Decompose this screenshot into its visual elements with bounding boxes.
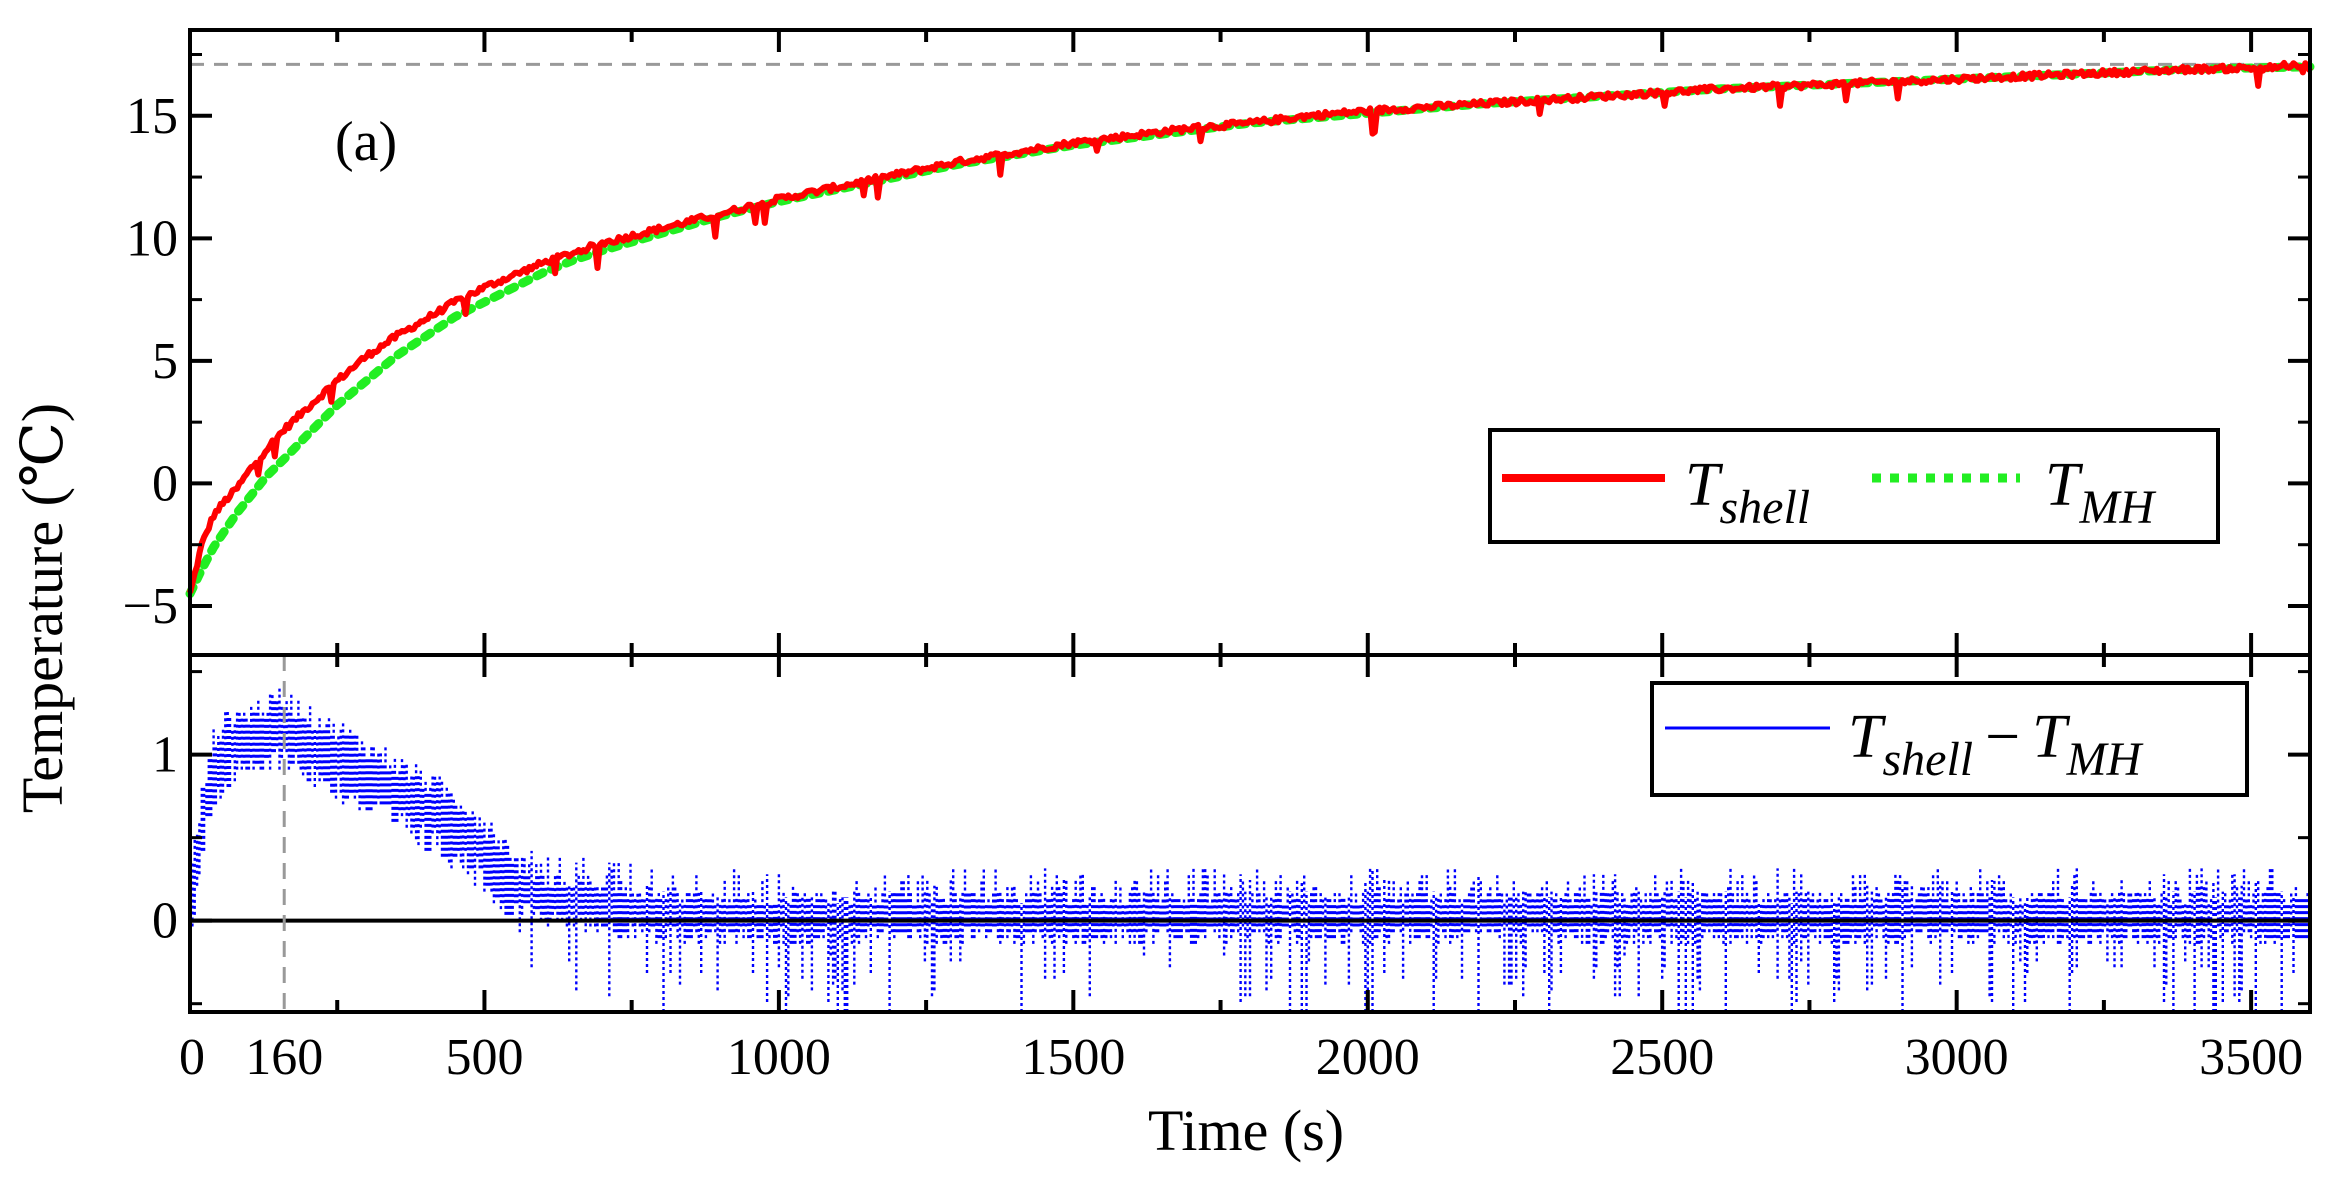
- legend-diff-operator: −: [1985, 703, 2020, 771]
- top-ytick-label: 10: [126, 210, 178, 267]
- top-legend: Tshell TMH: [1488, 428, 2220, 544]
- series-difference-band: [188, 688, 2312, 1012]
- xtick-label: 0: [179, 1029, 205, 1086]
- bottom-ytick-label: 0: [152, 893, 178, 950]
- legend-t-shell-sub: shell: [1719, 481, 1810, 534]
- legend-diff-sub2: MH: [2066, 733, 2144, 786]
- series-t-shell-line: [187, 59, 2313, 594]
- bottom-ytick-label: 1: [152, 727, 178, 784]
- x-axis-title: Time (s): [1148, 1098, 1344, 1163]
- top-legend-box: [1488, 428, 2220, 544]
- top-ytick-label: 0: [152, 455, 178, 512]
- legend-t-mh-main: T: [2045, 451, 2084, 519]
- xtick-label: 3000: [1905, 1029, 2009, 1086]
- top-ytick-label: 15: [126, 88, 178, 145]
- xtick-label: 1000: [727, 1029, 831, 1086]
- xtick-label: 2500: [1610, 1029, 1714, 1086]
- top-ytick-label: −5: [123, 578, 178, 635]
- panel-label: (a): [335, 111, 397, 173]
- xtick-label: 2000: [1316, 1029, 1420, 1086]
- bottom-legend: Tshell − TMH: [1650, 681, 2249, 797]
- legend-label-t-mh: TMH: [2045, 451, 2156, 534]
- legend-label-difference: Tshell − TMH: [1848, 703, 2144, 786]
- legend-diff-main2: T: [2032, 703, 2071, 771]
- legend-diff-main1: T: [1848, 703, 1887, 771]
- bottom-ticks: 0 1 0 160 500 1000 1500 2000 2500 3000 3500: [152, 655, 2310, 1086]
- bottom-legend-box: [1650, 681, 2249, 797]
- xtick-label: 160: [245, 1029, 323, 1086]
- bottom-series-group: [188, 688, 2312, 1012]
- top-ticks: −5 0 5 10 15: [123, 30, 2310, 655]
- y-axis-title: Temperature (℃): [10, 403, 75, 813]
- top-series-group: [185, 59, 2315, 599]
- bottom-panel-frame: [188, 653, 2312, 1014]
- legend-t-shell-main: T: [1685, 451, 1724, 519]
- xtick-label: 500: [445, 1029, 523, 1086]
- legend-t-mh-sub: MH: [2078, 481, 2156, 534]
- bottom-panel: 0 1 0 160 500 1000 1500 2000 2500 3000 3500 Tshell…: [152, 653, 2312, 1086]
- xtick-label: 1500: [1021, 1029, 1125, 1086]
- top-ytick-label: 5: [152, 333, 178, 390]
- legend-label-t-shell: Tshell: [1685, 451, 1810, 534]
- xtick-label: 3500: [2199, 1029, 2303, 1086]
- legend-diff-sub1: shell: [1882, 733, 1973, 786]
